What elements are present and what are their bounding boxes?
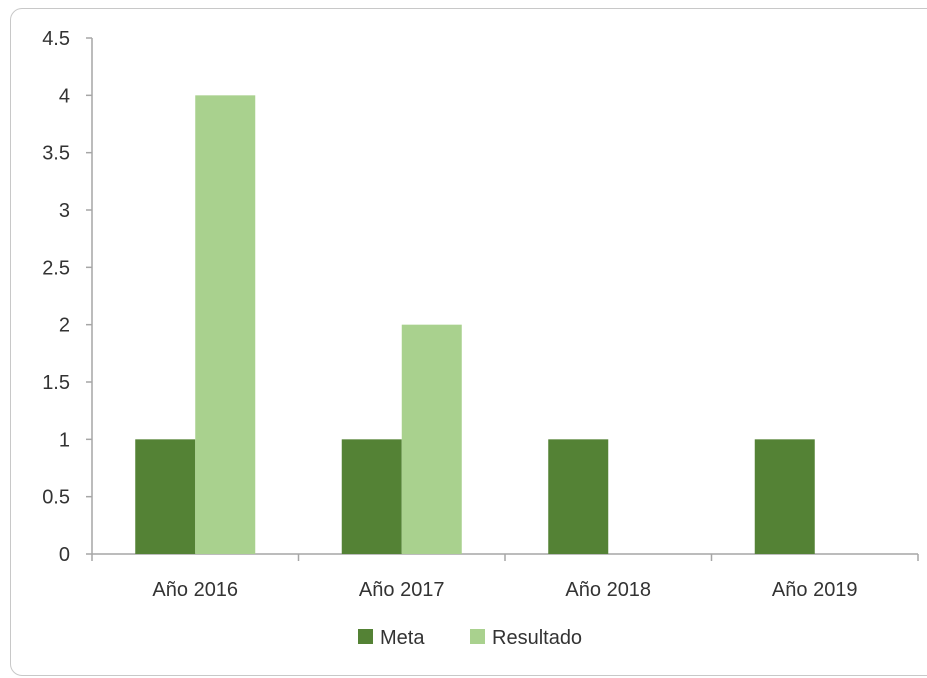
x-axis: Año 2016 Año 2017 Año 2018 Año 2019 <box>91 553 919 601</box>
y-tick-label: 4.5 <box>42 28 70 50</box>
x-category-label: Año 2017 <box>359 579 445 601</box>
y-tick-label: 2.5 <box>42 257 70 279</box>
y-tick-label: 2 <box>59 315 70 337</box>
x-category-label: Año 2019 <box>772 579 858 601</box>
y-tick-label: 0.5 <box>42 487 70 509</box>
legend: Meta Resultado <box>358 627 582 649</box>
x-category-label: Año 2016 <box>152 579 238 601</box>
bars <box>135 95 815 554</box>
y-tick-label: 3.5 <box>42 143 70 165</box>
y-tick-label: 1.5 <box>42 372 70 394</box>
y-axis: 0 0.5 1 1.5 2 2.5 3 3.5 4 4.5 <box>42 28 93 566</box>
x-category-label: Año 2018 <box>565 579 651 601</box>
chart-frame <box>10 8 927 676</box>
legend-swatch-resultado <box>470 629 485 644</box>
y-tick-label: 3 <box>59 200 70 222</box>
y-tick-label: 0 <box>59 544 70 566</box>
legend-label-meta: Meta <box>380 627 425 649</box>
bar-meta-4 <box>754 439 815 554</box>
legend-label-resultado: Resultado <box>492 627 582 649</box>
y-tick-label: 4 <box>59 85 70 107</box>
bar-meta-2 <box>341 439 402 554</box>
y-tick-label: 1 <box>59 429 70 451</box>
bar-meta-3 <box>548 439 609 554</box>
legend-swatch-meta <box>358 629 373 644</box>
bar-resultado-1 <box>195 95 256 554</box>
bar-resultado-2 <box>401 324 462 554</box>
bar-meta-1 <box>135 439 196 554</box>
